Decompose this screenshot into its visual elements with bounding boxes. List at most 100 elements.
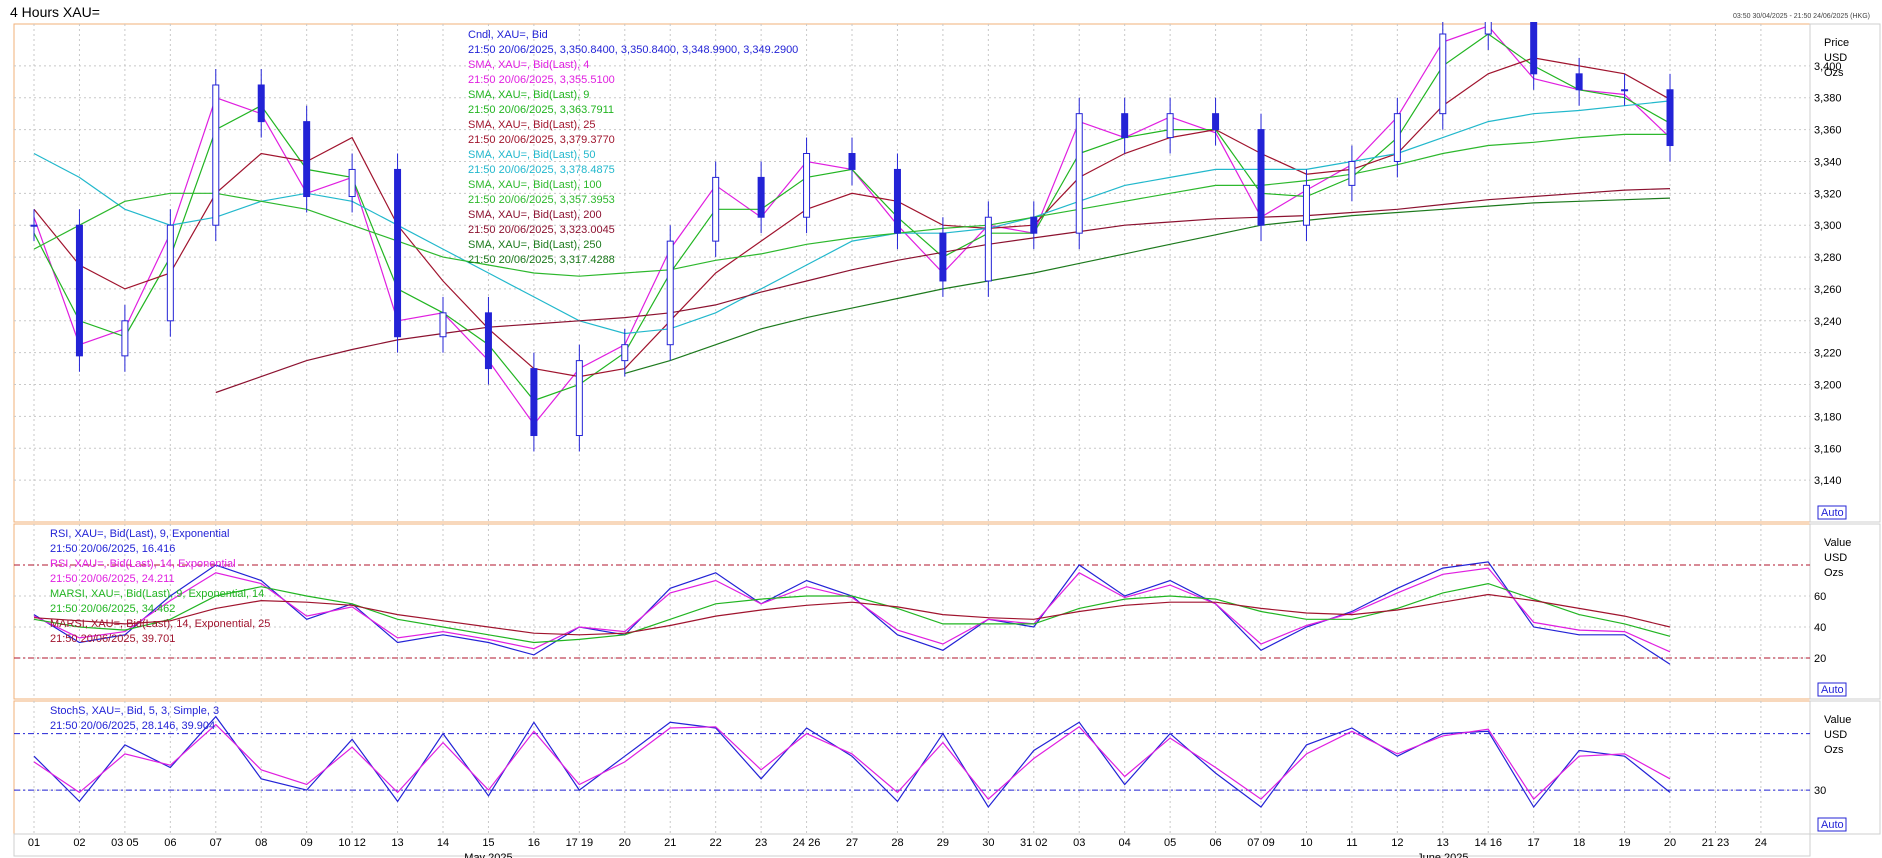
price-tick-label: 3,160 [1814,443,1842,455]
stoch-legend-entry: 21:50 20/06/2025, 28.146, 39.904 [50,720,215,732]
price-legend-entry: SMA, XAU=, Bid(Last), 9 [468,89,589,101]
candle-body [803,153,811,218]
price-tick-label: 3,380 [1814,93,1842,105]
price-axis-label: USD [1824,52,1847,64]
rsi-legend-entry: 21:50 20/06/2025, 39.701 [50,633,175,645]
rsi-legend-entry: MARSI, XAU=, Bid(Last), 9, Exponential, … [50,588,264,600]
x-axis-bar [13,833,1811,857]
candle-body [257,84,265,123]
x-tick-label: 02 [73,837,85,849]
price-legend-entry: SMA, XAU=, Bid(Last), 100 [468,179,602,191]
x-tick-label: 17 [1528,837,1540,849]
chart-canvas[interactable]: 3,140 3,160 3,180 3,200 3,220 3,240 3,260 3,280… [0,22,1882,858]
price-tick-label: 3,320 [1814,188,1842,200]
price-legend-entry: 21:50 20/06/2025, 3,379.3770 [468,134,615,146]
x-tick-label: 03 [1073,837,1085,849]
stoch-axis-label: Ozs [1824,744,1844,756]
stoch-auto-button[interactable] [1817,817,1847,832]
price-tick-label: 3,260 [1814,284,1842,296]
x-tick-label: 09 [301,837,313,849]
x-tick-label: 06 [164,837,176,849]
series-line [33,593,1671,636]
candle-body [1302,184,1310,226]
x-tick-label: 21 23 [1702,837,1730,849]
candle-body [1121,113,1129,139]
rsi-legend-entry: 21:50 20/06/2025, 24.211 [50,573,175,585]
candle-body [212,84,220,226]
candle-body [1439,33,1447,115]
x-tick-label: 03 05 [111,837,139,849]
candle-body [984,216,992,282]
x-tick-label: 14 [437,837,449,849]
x-tick-label: 11 [1346,837,1357,849]
candle-body [848,153,856,170]
x-tick-label: 28 [891,837,903,849]
stoch-axis-panel [1809,700,1881,835]
candle-body [1575,73,1583,91]
x-month-label: May 2025 [464,852,512,858]
rsi-tick-label: 60 [1814,591,1826,603]
x-tick-label: 30 [982,837,994,849]
price-legend-entry: SMA, XAU=, Bid(Last), 4 [468,59,589,71]
rsi-tick-label: 20 [1814,653,1826,665]
candle-body [348,168,356,198]
stoch-panel [13,700,1811,835]
x-tick-label: 13 [1437,837,1449,849]
x-tick-label: 10 [1300,837,1312,849]
rsi-auto-label: Auto [1821,684,1844,696]
price-tick-label: 3,140 [1814,475,1842,487]
candle-body [166,224,174,322]
price-legend-entry: SMA, XAU=, Bid(Last), 50 [468,149,595,161]
price-panel [13,23,1811,523]
x-tick-label: 14 16 [1474,837,1502,849]
rsi-axis-label: Ozs [1824,567,1844,579]
price-tick-label: 3,180 [1814,411,1842,423]
date-range-label: 03:50 30/04/2025 - 21:50 24/06/2025 (HKG… [1733,13,1870,20]
price-legend-entry: SMA, XAU=, Bid(Last), 25 [468,119,595,131]
x-tick-label: 19 [1618,837,1630,849]
price-auto-label: Auto [1821,507,1844,519]
candle-body [1166,113,1174,139]
candle-body [575,360,583,437]
price-legend-entry: 21:50 20/06/2025, 3,317.4288 [468,254,615,266]
price-legend-entry: Cndl, XAU=, Bid [468,29,548,41]
candle-body [484,312,492,370]
x-tick-label: 04 [1119,837,1131,849]
candle-body [939,232,947,282]
x-tick-label: 16 [528,837,540,849]
series-line [33,567,1671,653]
rsi-auto-button[interactable] [1817,682,1847,697]
candle-body [30,224,38,227]
stoch-axis-label: USD [1824,729,1847,741]
rsi-axis-label: Value [1824,537,1851,549]
price-tick-label: 3,360 [1814,125,1842,137]
rsi-legend-entry: RSI, XAU=, Bid(Last), 14, Exponential [50,558,236,570]
price-auto-button[interactable] [1817,505,1847,520]
candle-body [712,176,720,242]
price-legend-entry: SMA, XAU=, Bid(Last), 250 [468,239,602,251]
x-tick-label: 07 09 [1247,837,1275,849]
price-tick-label: 3,220 [1814,348,1842,360]
stoch-auto-label: Auto [1821,819,1844,831]
x-tick-label: 24 [1755,837,1767,849]
x-tick-label: 12 [1391,837,1403,849]
candle-body [75,224,83,357]
x-tick-label: 01 [28,837,40,849]
candle-body [1621,89,1629,92]
x-tick-label: 27 [846,837,858,849]
price-tick-label: 3,200 [1814,380,1842,392]
x-tick-label: 15 [482,837,494,849]
candle-body [439,312,447,338]
x-tick-label: 31 02 [1020,837,1048,849]
candle-body [1030,216,1038,234]
x-tick-label: 24 26 [793,837,821,849]
price-axis-label: Price [1824,37,1849,49]
candle-body [1257,129,1265,226]
price-legend-entry: 21:50 20/06/2025, 3,323.0045 [468,224,615,236]
series-line [624,197,1671,374]
series-line [33,582,1671,644]
price-legend-entry: SMA, XAU=, Bid(Last), 200 [468,209,602,221]
candle-body [1484,22,1492,35]
candle-body [1348,160,1356,186]
candle-body [303,121,311,198]
